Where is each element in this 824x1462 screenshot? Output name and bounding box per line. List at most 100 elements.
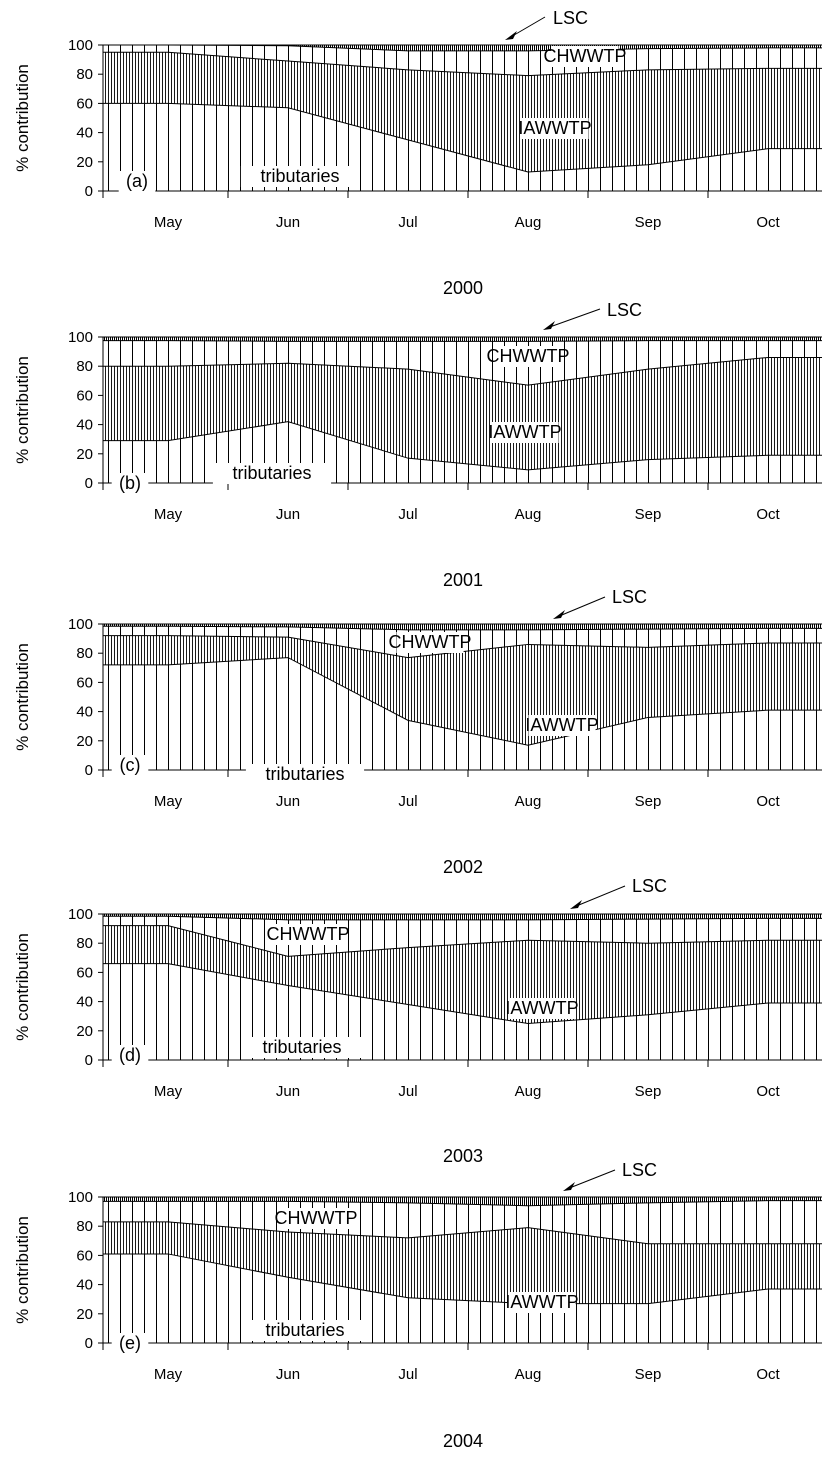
y-tick-label: 20 [76,446,93,463]
lsc-arrowhead [563,1182,575,1191]
month-label: May [154,793,183,810]
month-label: May [154,214,183,231]
lsc-label: LSC [632,876,667,896]
y-tick-label: 0 [85,475,93,492]
year-label: 2003 [443,1146,483,1166]
iawwtp-label: IAWWTP [488,422,561,442]
chwwtp-label: CHWWTP [267,924,350,944]
month-label: Jun [276,1366,300,1383]
lsc-arrowhead [543,321,555,330]
lsc-area [103,1197,822,1206]
y-tick-label: 60 [76,964,93,981]
month-label: Oct [756,1083,780,1100]
month-label: Oct [756,506,780,523]
chwwtp-label: CHWWTP [487,346,570,366]
y-tick-label: 60 [76,1247,93,1264]
month-label: Sep [635,1083,662,1100]
chwwtp-area [103,340,822,386]
lsc-area [103,914,822,920]
month-label: May [154,506,183,523]
chart-panel-0: 0 20 40 60 80 100 May Jun Jul Aug Sep Oct % contribu… [13,8,822,298]
year-label: 2001 [443,570,483,590]
iawwtp-label-bg [521,118,589,139]
month-label: Aug [515,1366,542,1383]
chart-panel-4: 0 20 40 60 80 100 May Jun Jul Aug Sep Oct % contribu… [13,1160,822,1451]
series-line-tributaries [103,657,822,746]
chart-panel-3: 0 20 40 60 80 100 May Jun Jul Aug Sep Oct % contribu… [13,876,822,1166]
series-line-chwwtp [103,340,822,342]
tributaries-area [103,657,822,770]
y-tick-label: 0 [85,183,93,200]
month-label: Jun [276,214,300,231]
series-line-iawwtp [103,1221,822,1245]
month-label: Sep [635,214,662,231]
y-tick-label: 100 [68,37,93,54]
month-label: Aug [515,1083,542,1100]
y-axis-label: % contribution [13,64,32,172]
lsc-area [103,45,822,51]
series-line-iawwtp [103,635,822,659]
month-label: Jun [276,1083,300,1100]
chwwtp-label: CHWWTP [275,1208,358,1228]
series-line-iawwtp [103,51,822,77]
panel-label: (d) [119,1045,141,1065]
iawwtp-label-bg [508,998,576,1019]
month-label: May [154,1083,183,1100]
lsc-arrow [566,1169,616,1190]
month-label: Sep [635,506,662,523]
series-line-chwwtp [103,625,822,631]
lsc-arrowhead [505,31,517,40]
y-tick-label: 40 [76,417,93,434]
chart-panel-1: 0 20 40 60 80 100 May Jun Jul Aug Sep Oct % contribu… [13,300,822,590]
y-tick-label: 80 [76,1218,93,1235]
tributaries-area [103,963,822,1060]
tributaries-label: tributaries [265,764,344,784]
chwwtp-label-bg [494,346,562,367]
lsc-arrowhead [553,610,565,619]
iawwtp-label: IAWWTP [518,118,591,138]
y-tick-label: 0 [85,1052,93,1069]
month-label: Sep [635,1366,662,1383]
tributaries-label-bg [242,1037,362,1058]
y-axis-label: % contribution [13,643,32,751]
month-label: May [154,1366,183,1383]
year-label: 2004 [443,1431,483,1451]
y-tick-label: 100 [68,1189,93,1206]
y-tick-label: 80 [76,66,93,83]
lsc-arrowhead [570,900,582,909]
year-label: 2000 [443,278,483,298]
month-label: Oct [756,1366,780,1383]
panel-label: (c) [120,755,141,775]
y-tick-label: 80 [76,645,93,662]
lsc-label: LSC [553,8,588,28]
chwwtp-label: CHWWTP [544,46,627,66]
lsc-arrow [546,308,601,329]
series-line-tributaries [103,1253,822,1305]
month-label: Oct [756,793,780,810]
series-line-iawwtp [103,356,822,386]
tributaries-label-bg [245,764,365,785]
month-label: Jul [398,506,417,523]
y-tick-label: 100 [68,616,93,633]
chwwtp-label: CHWWTP [389,632,472,652]
y-axis-label: % contribution [13,933,32,1041]
panel-label: (e) [119,1333,141,1353]
month-label: Jul [398,214,417,231]
y-tick-label: 20 [76,154,93,171]
panel-label-bg [111,755,149,776]
y-tick-label: 20 [76,1023,93,1040]
tributaries-label: tributaries [265,1320,344,1340]
tributaries-label: tributaries [260,166,339,186]
y-tick-label: 20 [76,733,93,750]
y-tick-label: 20 [76,1306,93,1323]
iawwtp-label-bg [491,422,559,443]
month-label: Aug [515,793,542,810]
iawwtp-area [103,1221,822,1304]
month-label: Jul [398,1366,417,1383]
y-tick-label: 60 [76,95,93,112]
month-label: Jul [398,1083,417,1100]
lsc-area [103,624,822,630]
chwwtp-label-bg [396,632,464,653]
panel-label-bg [118,171,156,192]
series-line-iawwtp [103,925,822,957]
